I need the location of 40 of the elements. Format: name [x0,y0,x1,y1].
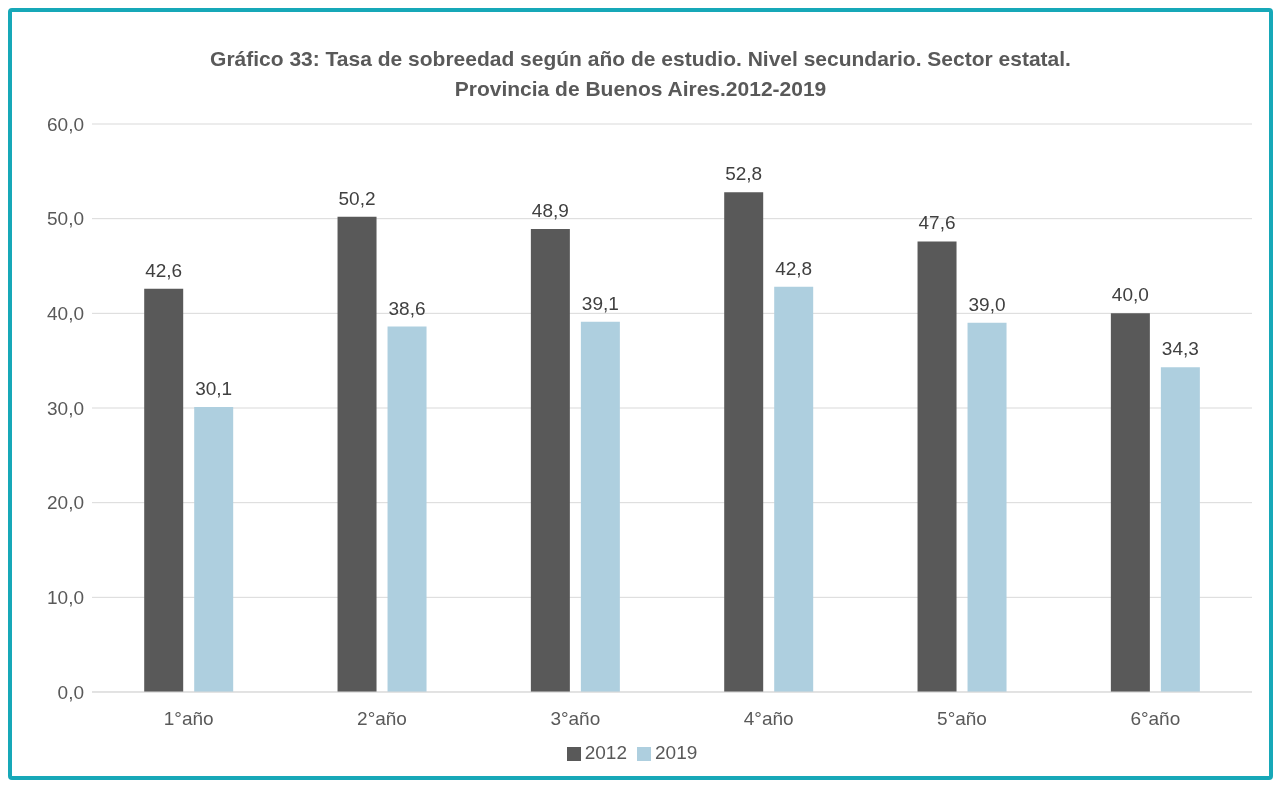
data-label: 42,8 [775,257,813,279]
y-tick-label: 40,0 [47,303,84,325]
y-tick-label: 50,0 [47,208,84,230]
data-label: 48,9 [531,200,569,222]
data-label: 47,6 [918,212,956,234]
data-label: 30,1 [195,378,233,400]
x-tick-label: 6°año [1130,708,1181,730]
data-label: 50,2 [338,187,376,209]
data-label: 40,0 [1111,284,1149,306]
chart-title: Gráfico 33: Tasa de sobreedad según año de estudio. Nivel secundario. Sector estatal. Provincia de Buenos Aires.2012-2019 [209,46,1072,102]
y-tick-label: 0,0 [57,681,84,703]
x-tick-label: 1°año [163,708,214,730]
x-tick-label: 3°año [550,708,601,730]
bar [580,321,620,692]
bar [144,288,184,692]
y-tick-label: 20,0 [47,492,84,514]
y-tick-label: 30,0 [47,397,84,419]
legend-label: 2019 [655,742,698,763]
bar [1160,367,1200,692]
bar [337,216,377,692]
bar [530,229,570,692]
data-label: 39,1 [581,292,619,314]
bar [724,192,764,692]
data-label: 34,3 [1161,338,1199,360]
x-tick-label: 5°año [937,708,987,730]
bar [967,322,1007,692]
data-label: 39,0 [968,293,1006,315]
data-label: 38,6 [388,297,426,319]
bar [917,241,957,692]
y-tick-label: 60,0 [47,113,84,135]
bar [194,407,234,692]
bar [387,326,427,692]
data-label: 52,8 [725,163,763,185]
x-tick-label: 2°año [357,708,407,730]
bar [1110,313,1150,692]
y-tick-label: 10,0 [47,587,84,609]
x-tick-label: 4°año [743,708,794,730]
legend-label: 2012 [584,742,627,763]
bar [774,286,814,692]
data-label: 42,6 [145,259,183,281]
